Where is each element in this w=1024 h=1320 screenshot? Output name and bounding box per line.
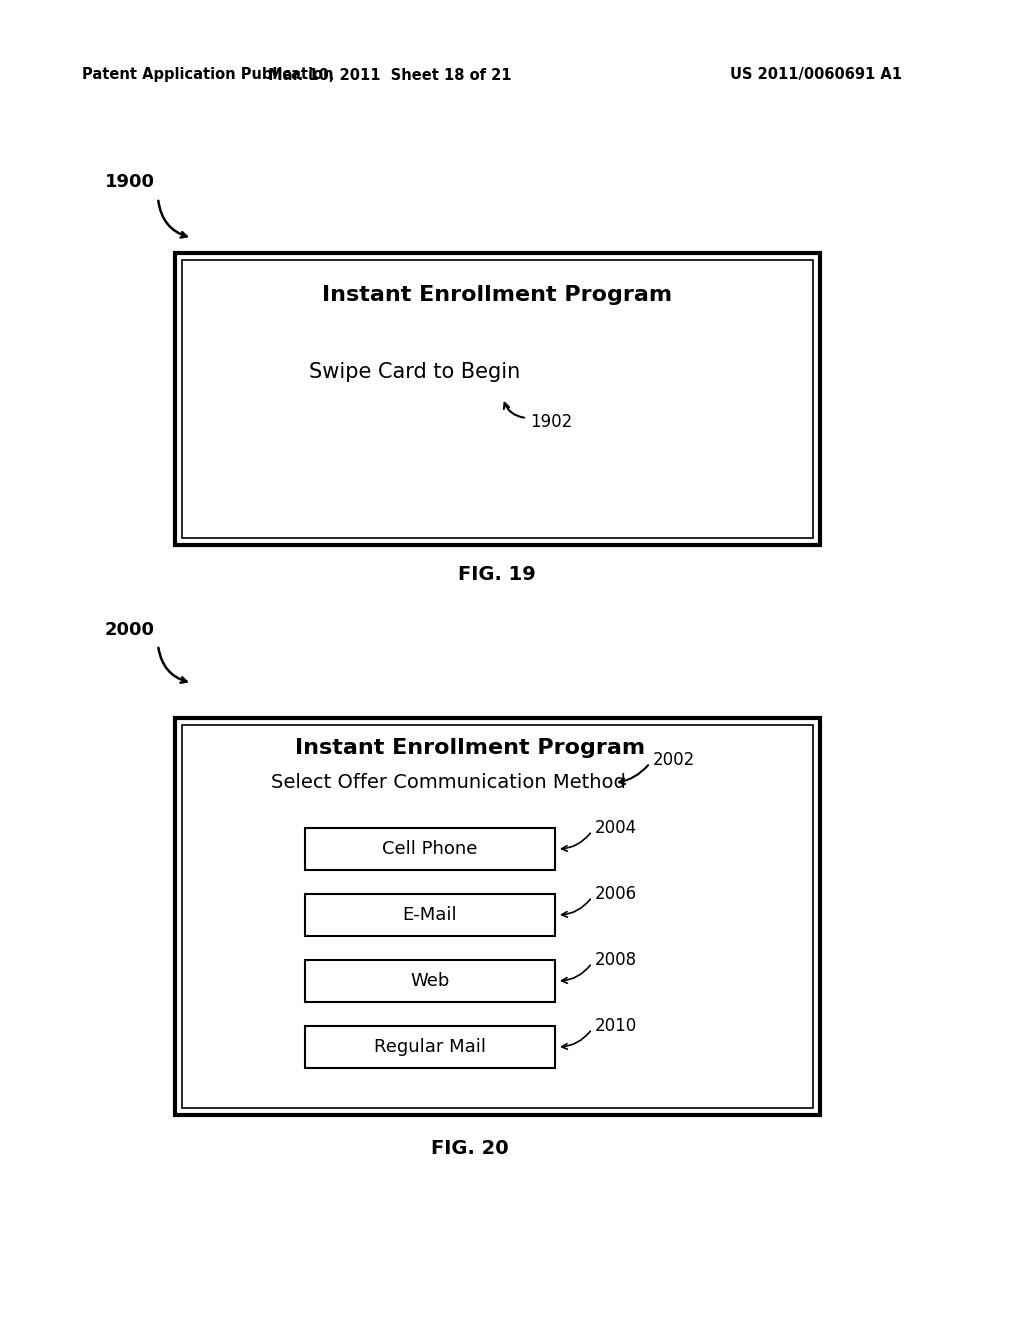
Text: Web: Web xyxy=(411,972,450,990)
Bar xyxy=(175,718,820,1115)
Bar xyxy=(175,253,820,545)
Text: Select Offer Communication Method: Select Offer Communication Method xyxy=(270,774,626,792)
Text: 2006: 2006 xyxy=(595,884,637,903)
Text: Swipe Card to Begin: Swipe Card to Begin xyxy=(309,362,520,381)
Text: 1900: 1900 xyxy=(105,173,155,191)
Text: Patent Application Publication: Patent Application Publication xyxy=(82,67,334,82)
Bar xyxy=(182,260,813,539)
Text: FIG. 20: FIG. 20 xyxy=(431,1138,509,1158)
Text: 2010: 2010 xyxy=(595,1016,637,1035)
Text: 2000: 2000 xyxy=(105,620,155,639)
Text: US 2011/0060691 A1: US 2011/0060691 A1 xyxy=(730,67,902,82)
Text: 2002: 2002 xyxy=(653,751,695,770)
Bar xyxy=(305,960,555,1002)
Bar xyxy=(305,894,555,936)
Text: Mar. 10, 2011  Sheet 18 of 21: Mar. 10, 2011 Sheet 18 of 21 xyxy=(268,67,512,82)
Text: Instant Enrollment Program: Instant Enrollment Program xyxy=(322,285,672,305)
Text: E-Mail: E-Mail xyxy=(402,906,458,924)
Bar xyxy=(182,725,813,1107)
Text: Instant Enrollment Program: Instant Enrollment Program xyxy=(295,738,645,758)
Text: Regular Mail: Regular Mail xyxy=(374,1038,486,1056)
Text: 2008: 2008 xyxy=(595,950,637,969)
Bar xyxy=(305,1026,555,1068)
Text: 1902: 1902 xyxy=(530,413,572,432)
Text: Cell Phone: Cell Phone xyxy=(382,840,477,858)
Text: FIG. 19: FIG. 19 xyxy=(458,565,536,585)
Bar xyxy=(305,828,555,870)
Text: 2004: 2004 xyxy=(595,818,637,837)
